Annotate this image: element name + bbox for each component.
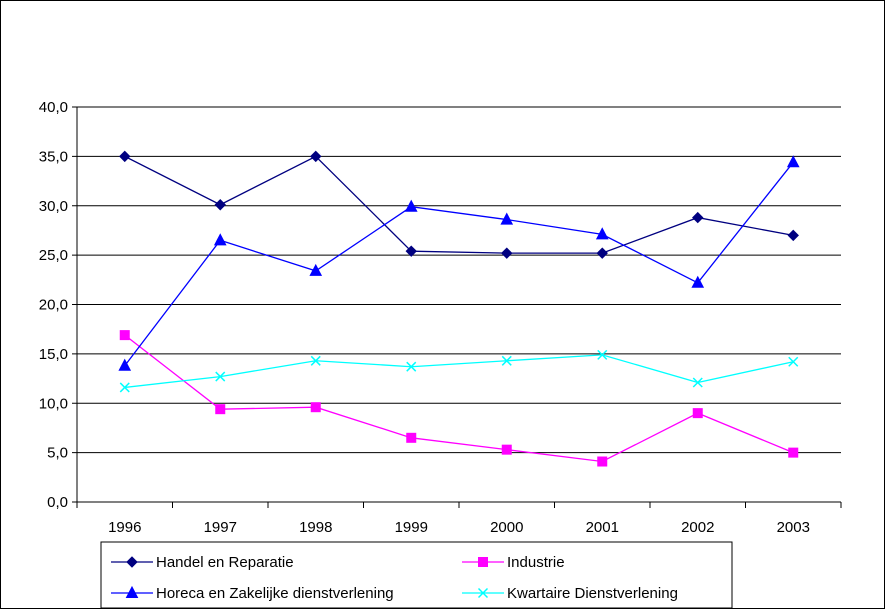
legend-marker bbox=[125, 585, 139, 598]
data-point bbox=[310, 150, 322, 163]
data-point bbox=[500, 212, 514, 225]
data-point bbox=[788, 356, 799, 367]
y-tick-label: 25,0 bbox=[39, 247, 68, 264]
data-point bbox=[404, 199, 418, 212]
data-point bbox=[215, 371, 226, 382]
y-tick-label: 35,0 bbox=[39, 148, 68, 165]
data-point bbox=[597, 349, 608, 360]
data-point bbox=[310, 355, 321, 366]
data-point bbox=[691, 275, 705, 288]
data-point bbox=[597, 456, 608, 467]
data-point bbox=[595, 227, 609, 240]
gridlines bbox=[77, 106, 841, 454]
data-point bbox=[692, 377, 703, 388]
x-tick-label: 1999 bbox=[395, 519, 428, 536]
data-point bbox=[119, 330, 130, 341]
series-1 bbox=[119, 150, 799, 259]
legend-label: Handel en Reparatie bbox=[156, 554, 294, 571]
series-2 bbox=[119, 330, 799, 467]
series-4 bbox=[119, 349, 799, 393]
x-tick-label: 1996 bbox=[108, 519, 141, 536]
data-point bbox=[406, 361, 417, 372]
x-tick-label: 2000 bbox=[490, 519, 523, 536]
series-3 bbox=[118, 155, 800, 371]
data-point bbox=[309, 263, 323, 276]
y-tick-label: 5,0 bbox=[47, 445, 68, 462]
y-tick-label: 20,0 bbox=[39, 297, 68, 314]
legend-label: Industrie bbox=[507, 554, 565, 571]
x-tick-label: 1998 bbox=[299, 519, 332, 536]
legend-item: Kwartaire Dienstverlening bbox=[462, 585, 678, 602]
legend-marker bbox=[477, 587, 489, 599]
data-point bbox=[501, 444, 512, 455]
y-tick-label: 0,0 bbox=[47, 494, 68, 511]
legend-item: Horeca en Zakelijke dienstverlening bbox=[111, 585, 394, 602]
x-tick-label: 2001 bbox=[586, 519, 619, 536]
legend-item: Industrie bbox=[462, 554, 565, 571]
y-tick-label: 30,0 bbox=[39, 198, 68, 215]
legend-label: Kwartaire Dienstverlening bbox=[507, 585, 678, 602]
legend-box bbox=[100, 541, 733, 608]
series-line bbox=[124, 155, 794, 254]
data-point bbox=[406, 432, 417, 443]
data-point bbox=[596, 247, 608, 259]
x-tick-label: 1997 bbox=[204, 519, 237, 536]
data-point bbox=[119, 150, 131, 163]
data-point bbox=[692, 408, 703, 419]
data-point bbox=[692, 211, 704, 224]
data-point bbox=[788, 447, 799, 458]
legend-item: Handel en Reparatie bbox=[111, 554, 294, 571]
data-point bbox=[501, 247, 513, 259]
legend-marker bbox=[478, 557, 488, 567]
series-line bbox=[124, 161, 794, 367]
data-point bbox=[786, 155, 800, 168]
series-group bbox=[118, 150, 800, 467]
data-point bbox=[501, 355, 512, 366]
axes bbox=[72, 106, 842, 508]
legend: Handel en Reparatie Industrie Horeca en Za… bbox=[100, 541, 733, 608]
data-point bbox=[119, 382, 130, 393]
data-point bbox=[214, 199, 226, 211]
data-point bbox=[213, 233, 227, 246]
x-tick-label: 2002 bbox=[681, 519, 714, 536]
data-point bbox=[405, 245, 417, 257]
legend-marker bbox=[126, 556, 138, 568]
data-point bbox=[310, 402, 321, 413]
data-point bbox=[787, 229, 799, 242]
y-tick-label: 40,0 bbox=[39, 99, 68, 116]
x-axis-ticks: 1996 1997 1998 1999 2000 2001 2002 2003 bbox=[108, 519, 810, 536]
data-point bbox=[118, 358, 132, 371]
y-axis-ticks: 0,0 5,0 10,0 15,0 20,0 25,0 30,0 35,0 40,0 bbox=[39, 99, 68, 511]
series-line bbox=[124, 354, 794, 389]
legend-label: Horeca en Zakelijke dienstverlening bbox=[156, 585, 394, 602]
x-tick-label: 2003 bbox=[777, 519, 810, 536]
data-point bbox=[215, 404, 226, 415]
series-line bbox=[124, 334, 794, 463]
y-tick-label: 10,0 bbox=[39, 395, 68, 412]
y-tick-label: 15,0 bbox=[39, 346, 68, 363]
